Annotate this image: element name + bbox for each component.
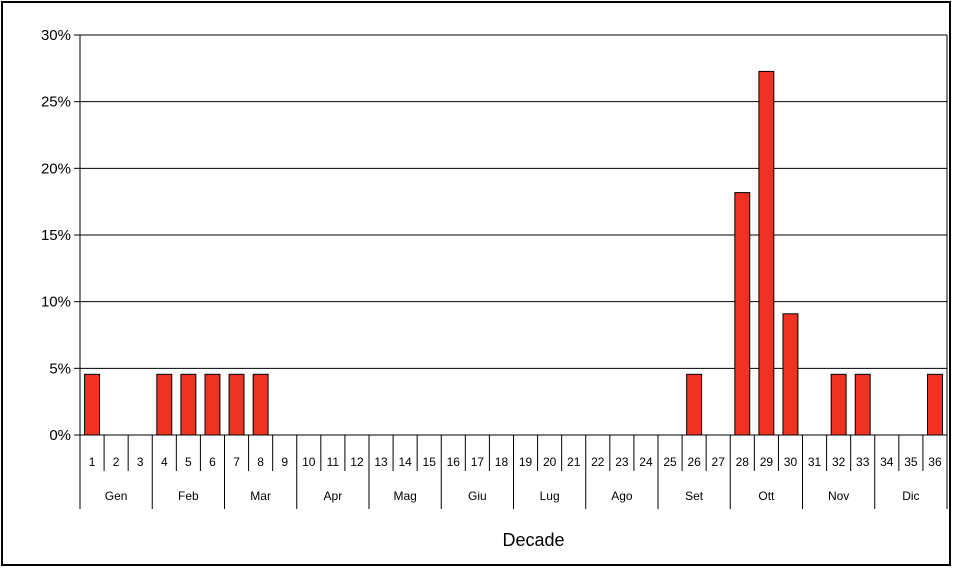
x-tick-label: 2	[113, 455, 120, 469]
y-tick-label: 20%	[41, 160, 71, 177]
month-label: Mar	[250, 489, 271, 503]
x-tick-label: 25	[663, 455, 677, 469]
x-tick-label: 13	[374, 455, 388, 469]
x-tick-label: 31	[808, 455, 822, 469]
x-tick-label: 21	[567, 455, 581, 469]
bar	[204, 373, 221, 436]
y-tick-label: 5%	[49, 360, 71, 377]
x-tick-label: 23	[615, 455, 629, 469]
bar-chart: 0%5%10%15%20%25%30%1 2 3 4 5 6 7 8 9 10 11 12 13 14 15…	[41, 27, 948, 550]
x-tick-label: 7	[233, 455, 240, 469]
x-tick-label: 15	[423, 455, 437, 469]
x-tick-label: 16	[447, 455, 461, 469]
x-tick-label: 20	[543, 455, 557, 469]
x-tick-label: 11	[327, 455, 340, 469]
x-tick-label: 34	[880, 455, 894, 469]
y-tick-label: 30%	[41, 27, 71, 44]
x-tick-label: 10	[302, 455, 316, 469]
x-tick-label: 19	[519, 455, 533, 469]
month-label: Ott	[758, 489, 775, 503]
x-tick-label: 6	[209, 455, 216, 469]
bar	[84, 373, 101, 436]
bar	[252, 373, 269, 436]
x-tick-label: 1	[89, 455, 96, 469]
x-tick-label: 24	[639, 455, 653, 469]
x-tick-label: 14	[398, 455, 412, 469]
bar	[180, 373, 197, 436]
month-label: Mag	[393, 489, 416, 503]
x-tick-label: 36	[928, 455, 942, 469]
month-label: Apr	[324, 489, 343, 503]
x-tick-label: 17	[471, 455, 485, 469]
bar	[228, 373, 245, 436]
month-label: Dic	[902, 489, 919, 503]
bar	[686, 373, 703, 436]
bar	[758, 70, 775, 436]
x-tick-label: 33	[856, 455, 870, 469]
x-axis-title: Decade	[502, 530, 564, 550]
bar	[854, 373, 871, 436]
x-tick-label: 8	[257, 455, 264, 469]
month-label: Nov	[828, 489, 849, 503]
y-tick-label: 10%	[41, 294, 71, 311]
month-label: Ago	[611, 489, 633, 503]
x-tick-label: 35	[904, 455, 918, 469]
x-tick-label: 32	[832, 455, 846, 469]
x-tick-label: 28	[736, 455, 750, 469]
bar	[156, 373, 173, 436]
month-label: Feb	[178, 489, 199, 503]
x-tick-label: 27	[712, 455, 726, 469]
month-label: Set	[685, 489, 704, 503]
x-tick-label: 26	[687, 455, 701, 469]
x-tick-label: 30	[784, 455, 798, 469]
x-tick-label: 9	[281, 455, 288, 469]
x-tick-label: 5	[185, 455, 192, 469]
y-tick-label: 15%	[41, 227, 71, 244]
x-tick-label: 29	[760, 455, 774, 469]
month-label: Giu	[468, 489, 487, 503]
y-tick-label: 0%	[49, 427, 71, 444]
x-tick-label: 12	[350, 455, 364, 469]
x-tick-label: 22	[591, 455, 605, 469]
bar	[830, 373, 847, 436]
bar	[926, 373, 943, 436]
x-tick-label: 18	[495, 455, 509, 469]
y-tick-label: 25%	[41, 94, 71, 111]
x-tick-label: 4	[161, 455, 168, 469]
bar	[782, 313, 799, 436]
month-label: Gen	[105, 489, 128, 503]
bar	[734, 192, 751, 436]
month-label: Lug	[540, 489, 560, 503]
x-tick-label: 3	[137, 455, 144, 469]
